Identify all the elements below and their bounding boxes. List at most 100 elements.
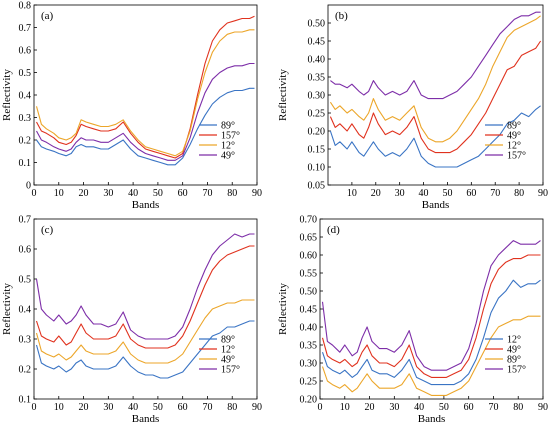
y-tick-label: 0 <box>26 181 31 192</box>
y-tick-label: 0.25 <box>300 377 318 388</box>
y-tick-label: 0.30 <box>308 91 326 102</box>
series-line-0 <box>36 87 255 166</box>
chart-panel-a: 0 10 20 30 40 50 60 70 80 90 0 0.1 0.2 0.3 0.4 0.5 0.6 0.… <box>1 1 262 212</box>
y-tick-label: 0.5 <box>19 275 32 286</box>
x-tick-label: 20 <box>365 402 375 413</box>
x-tick-label: 90 <box>252 402 262 413</box>
x-axis-label: Bands <box>132 413 160 425</box>
y-tick-label: 0.6 <box>19 46 32 57</box>
x-tick-label: 90 <box>538 402 548 413</box>
legend-label: 89° <box>221 335 235 346</box>
x-tick-label: 50 <box>442 188 452 199</box>
series-line-2 <box>35 29 255 157</box>
y-tick-label: 0.10 <box>308 163 326 174</box>
series-line-2 <box>329 15 541 143</box>
x-axis-label: Bands <box>132 199 160 211</box>
series-line-2 <box>35 299 255 364</box>
legend-label: 12° <box>221 345 235 356</box>
legend-label: 157° <box>507 365 526 376</box>
y-tick-label: 0.7 <box>19 215 32 226</box>
legend-label: 49° <box>221 151 235 162</box>
y-tick-label: 0.25 <box>308 109 326 120</box>
series-line-3 <box>321 240 541 371</box>
y-tick-label: 0.3 <box>19 335 32 346</box>
y-tick-label: 0.65 <box>300 233 318 244</box>
series-line-0 <box>321 279 541 386</box>
y-axis-label: Reflectivity <box>1 283 13 335</box>
x-tick-label: 20 <box>79 402 89 413</box>
y-tick-label: 0.4 <box>19 91 32 102</box>
legend-label: 12° <box>507 335 521 346</box>
series-line-3 <box>35 233 255 340</box>
y-tick-label: 0.2 <box>19 136 32 147</box>
x-tick-label: 40 <box>419 188 429 199</box>
y-tick-label: 0.20 <box>300 395 318 406</box>
y-axis-label: Reflectivity <box>277 283 289 335</box>
x-tick-label: 40 <box>128 402 138 413</box>
legend-label: 49° <box>507 131 521 142</box>
x-tick-label: 70 <box>202 188 212 199</box>
panel-label: (a) <box>41 10 54 22</box>
x-tick-label: 30 <box>389 402 399 413</box>
y-tick-label: 0.50 <box>300 287 318 298</box>
y-tick-label: 0.35 <box>308 73 326 84</box>
legend-label: 12° <box>221 141 235 152</box>
y-tick-label: 0.40 <box>308 55 326 66</box>
x-tick-label: 10 <box>54 402 64 413</box>
y-tick-label: 0.05 <box>308 181 326 192</box>
y-axis-label: Reflectivity <box>1 69 13 121</box>
series-line-1 <box>36 15 255 159</box>
legend-label: 157° <box>221 365 240 376</box>
x-axis-label: Bands <box>418 413 446 425</box>
x-tick-label: 70 <box>488 402 498 413</box>
series-line-3 <box>330 11 541 100</box>
legend-label: 89° <box>507 355 521 366</box>
x-tick-label: 60 <box>178 188 188 199</box>
y-tick-label: 0.6 <box>19 245 32 256</box>
x-tick-label: 50 <box>439 402 449 413</box>
y-tick-label: 0.70 <box>300 215 318 226</box>
y-tick-label: 0.1 <box>19 395 32 406</box>
y-tick-label: 0.30 <box>300 359 318 370</box>
legend-label: 157° <box>507 151 526 162</box>
y-tick-label: 0.8 <box>19 1 32 12</box>
x-tick-label: 60 <box>464 402 474 413</box>
y-tick-label: 0.1 <box>19 158 32 169</box>
y-tick-label: 0.5 <box>19 68 32 79</box>
legend-label: 49° <box>507 345 521 356</box>
x-tick-label: 0 <box>32 402 37 413</box>
y-tick-label: 0.55 <box>300 269 318 280</box>
x-tick-label: 90 <box>252 188 262 199</box>
x-tick-label: 0 <box>32 188 37 199</box>
x-tick-label: 90 <box>538 188 548 199</box>
legend-label: 89° <box>507 121 521 132</box>
x-tick-label: 40 <box>128 188 138 199</box>
x-tick-label: 30 <box>103 188 113 199</box>
x-tick-label: 0 <box>318 402 323 413</box>
series-line-0 <box>35 320 255 379</box>
series-line-3 <box>36 62 255 161</box>
x-tick-label: 70 <box>202 402 212 413</box>
x-axis-label: Bands <box>422 199 450 211</box>
panel-label: (b) <box>335 10 348 22</box>
x-tick-label: 50 <box>153 402 163 413</box>
x-tick-label: 30 <box>103 402 113 413</box>
y-tick-label: 0.60 <box>300 251 318 262</box>
x-tick-label: 80 <box>513 402 523 413</box>
y-tick-label: 0.40 <box>300 323 318 334</box>
y-tick-label: 0.2 <box>19 365 32 376</box>
y-tick-label: 0.45 <box>308 37 326 48</box>
x-tick-label: 30 <box>395 188 405 199</box>
y-tick-label: 0.20 <box>308 127 326 138</box>
y-tick-label: 0.4 <box>19 305 32 316</box>
legend-label: 157° <box>221 131 240 142</box>
x-tick-label: 80 <box>227 188 237 199</box>
series-line-1 <box>321 254 541 378</box>
chart-panel-b: 10 20 30 40 50 60 70 80 90 0.05 0.10 0.15 0.20 0.25 0.… <box>277 4 548 211</box>
legend-label: 89° <box>221 121 235 132</box>
x-tick-label: 10 <box>347 188 357 199</box>
y-axis-label: Reflectivity <box>277 69 289 121</box>
x-tick-label: 60 <box>466 188 476 199</box>
series-line-1 <box>35 245 255 349</box>
series-line-0 <box>329 105 541 168</box>
